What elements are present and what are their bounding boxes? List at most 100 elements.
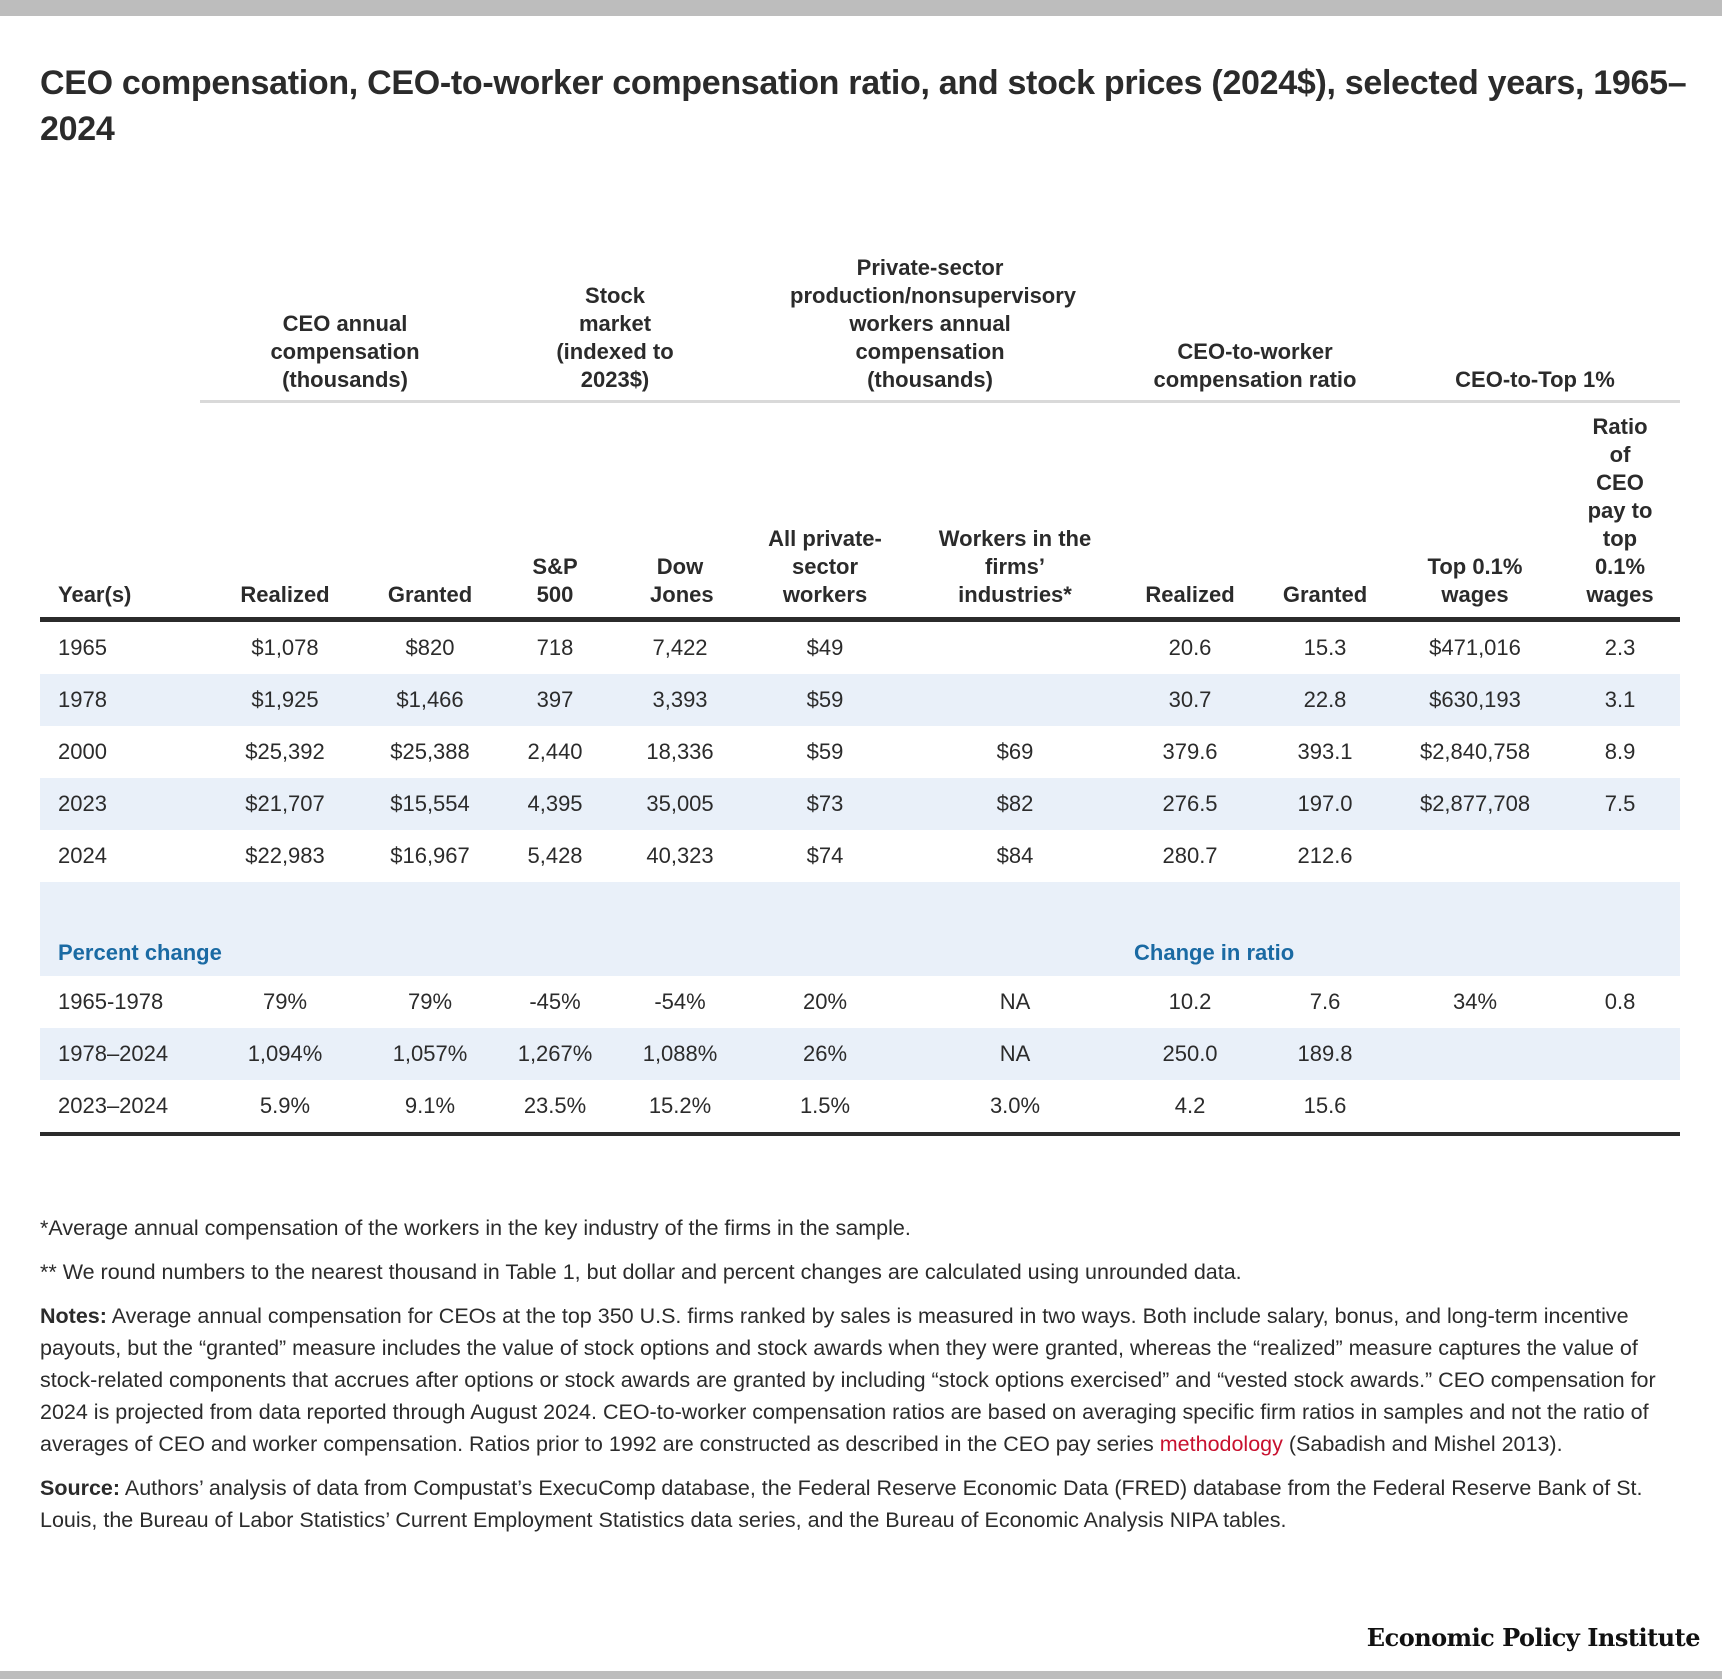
notes-label: Notes: (40, 1304, 107, 1328)
notes-end: (Sabadish and Mishel 2013). (1282, 1432, 1563, 1456)
table-cell: 397 (490, 674, 621, 726)
table-cell: 40,323 (646, 843, 714, 868)
table-cell: $2,840,758 (1419, 739, 1531, 764)
table-row: 2024 $22,983 $16,967 5,428 40,323 $74 $84 280.7… (40, 830, 1680, 882)
source-label: Source: (40, 1476, 121, 1500)
table-cell: 10.2 (1168, 989, 1212, 1014)
table-row: 2023–2024 5.9% 9.1% 23.5% 15.2% 1.5% 3.0% 4.2 15… (40, 1080, 1681, 1136)
table-cell: 250.0 (1120, 1028, 1261, 1080)
column-header: Workers in the firms’ industries* (910, 401, 1121, 622)
table-cell: 20% (802, 989, 848, 1014)
table-cell: 1,088% (620, 1028, 741, 1080)
column-header: Realized (1120, 401, 1261, 622)
table-cell: 22.8 (1260, 674, 1391, 726)
column-header: Top 0.1% wages (1390, 401, 1561, 622)
table-cell (1390, 830, 1560, 882)
table-cell: $1,078 (251, 635, 319, 660)
table-cell: $22,983 (245, 843, 325, 868)
section-header-row: Percent change Change in ratio (40, 882, 1681, 976)
table-cell: 1,094% (200, 1028, 370, 1080)
footnote-1: *Average annual compensation of the work… (40, 1216, 911, 1240)
table-cell: $82 (910, 778, 1121, 830)
table-cell: 26% (740, 1028, 911, 1080)
page-title: CEO compensation, CEO-to-worker compensa… (40, 64, 1687, 148)
table-cell: 15.6 (1260, 1080, 1391, 1136)
table-cell: 393.1 (1297, 739, 1353, 764)
table-cell: $49 (806, 635, 844, 660)
table-cell: 2.3 (1604, 635, 1636, 660)
table-cell: 197.0 (1260, 778, 1391, 830)
table-cell (1390, 1028, 1561, 1080)
bottom-border (0, 1671, 1722, 1679)
table-cell: 79% (262, 989, 308, 1014)
column-header: Granted (370, 401, 491, 622)
table-cell (1560, 830, 1680, 882)
table-cell (1390, 1080, 1561, 1136)
table-cell: $59 (740, 674, 911, 726)
table-cell: 20.6 (1168, 635, 1212, 660)
table-cell (1560, 1080, 1681, 1136)
row-label: 2023–2024 (40, 1080, 200, 1136)
row-label: 1978–2024 (40, 1028, 200, 1080)
group-header-stock: Stock market (indexed to 2023$) (490, 246, 741, 403)
table-cell: 4,395 (490, 778, 621, 830)
group-header-ceo-comp: CEO annual compensation (thousands) (200, 246, 491, 403)
table-cell: 379.6 (1162, 739, 1218, 764)
table-cell: $2,877,708 (1390, 778, 1561, 830)
table-cell: 1,057% (370, 1028, 491, 1080)
table-cell: 30.7 (1120, 674, 1261, 726)
column-header: Granted (1260, 401, 1391, 622)
table-cell: 212.6 (1297, 843, 1353, 868)
table-row: 1965-1978 79% 79% -45% -54% 20% NA 10.2 7.6 34% 0.… (40, 976, 1680, 1028)
table-cell: 3.1 (1560, 674, 1681, 726)
table-cell: $84 (996, 843, 1034, 868)
table-cell: 3.0% (910, 1080, 1121, 1136)
table-cell: $1,466 (370, 674, 491, 726)
table-row: 1978 $1,925 $1,466 397 3,393 $59 30.7 22.8 $630,… (40, 674, 1681, 726)
column-header: Dow Jones (620, 401, 741, 622)
group-header-ratio: CEO-to-worker compensation ratio (1120, 246, 1391, 403)
footnote-2: ** We round numbers to the nearest thous… (40, 1260, 1242, 1284)
epi-logo: Economic Policy Institute (1366, 1623, 1701, 1652)
data-table: CEO annual compensation (thousands) Stoc… (40, 246, 1681, 1136)
table-row: 2000 $25,392 $25,388 2,440 18,336 $59 $69 379.6… (40, 726, 1680, 778)
source-text: Authors’ analysis of data from Compustat… (40, 1476, 1643, 1532)
column-header: All private-sector workers (740, 401, 911, 622)
row-label: 1965 (58, 635, 107, 660)
table-cell: 5.9% (200, 1080, 370, 1136)
table-cell: -45% (529, 989, 581, 1014)
group-header-workers: Private-sector production/nonsupervisory… (740, 246, 1121, 403)
table-cell: -54% (654, 989, 706, 1014)
table-cell: $59 (806, 739, 844, 764)
table-cell: 7.6 (1309, 989, 1341, 1014)
table-cell: 4.2 (1120, 1080, 1261, 1136)
row-label: 1965-1978 (58, 989, 164, 1014)
table-cell: 7,422 (652, 635, 708, 660)
table-cell: NA (999, 989, 1031, 1014)
table-cell: $471,016 (1429, 635, 1521, 660)
percent-change-label: Percent change (40, 882, 1121, 976)
table-cell (910, 620, 1120, 675)
table-cell: 79% (407, 989, 453, 1014)
table-cell: 276.5 (1120, 778, 1261, 830)
table-cell: 15.3 (1303, 635, 1347, 660)
change-in-ratio-label: Change in ratio (1120, 882, 1681, 976)
table-cell: $16,967 (390, 843, 470, 868)
table-cell: $25,392 (245, 739, 325, 764)
table-cell: 7.5 (1560, 778, 1681, 830)
group-header-top1: CEO-to-Top 1% (1390, 246, 1681, 403)
table-cell: 0.8 (1604, 989, 1636, 1014)
methodology-link[interactable]: methodology (1159, 1432, 1283, 1456)
table-row: 2023 $21,707 $15,554 4,395 35,005 $73 $82 276.5… (40, 778, 1681, 830)
table-cell: 34% (1452, 989, 1498, 1014)
notes-paragraph: Notes: Average annual compensation for C… (40, 1300, 1680, 1460)
notes-section: *Average annual compensation of the work… (40, 1212, 1680, 1548)
table-row: 1978–2024 1,094% 1,057% 1,267% 1,088% 26% NA 25… (40, 1028, 1681, 1080)
table-cell: $21,707 (200, 778, 370, 830)
table-cell: 189.8 (1260, 1028, 1391, 1080)
column-header: Realized (200, 401, 370, 622)
table-cell: 2,440 (527, 739, 583, 764)
column-header-row: Year(s) Realized Granted S&P 500 Dow Jones Al… (40, 401, 1681, 622)
table-cell: 718 (536, 635, 574, 660)
column-header: Year(s) (40, 401, 200, 622)
